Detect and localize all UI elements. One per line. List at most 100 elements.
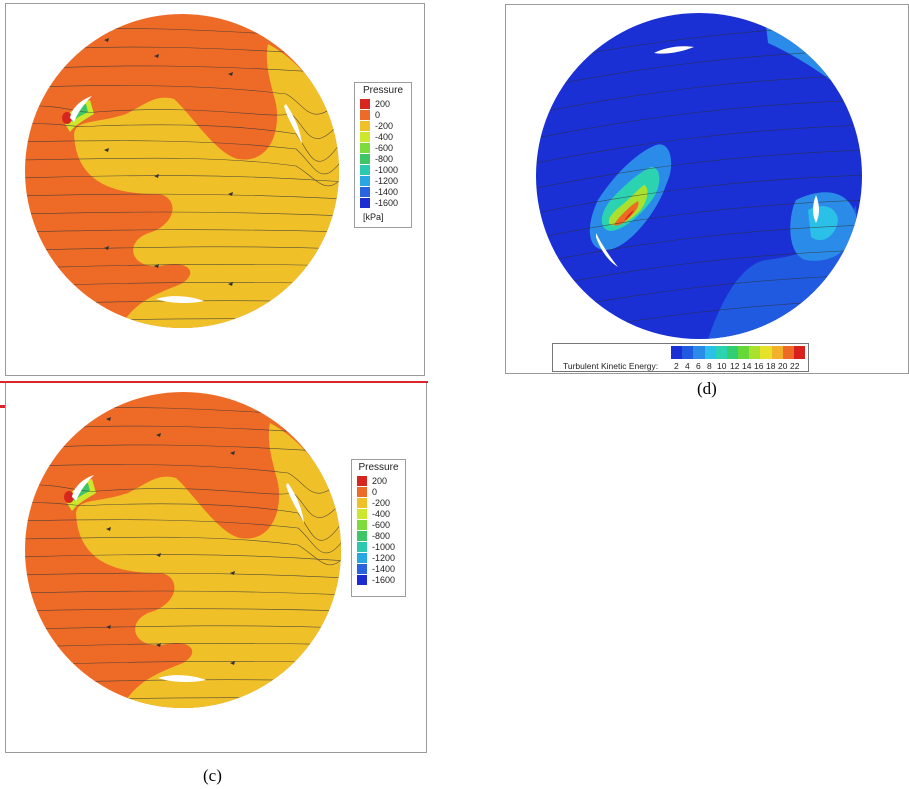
tke-tick: 10 (717, 361, 727, 371)
legend-row: 0 (357, 487, 437, 497)
legend-swatch (360, 165, 370, 175)
pressure-panel-c: Pressure 200 0 -200 -400 -600 -800 -1000… (5, 383, 427, 753)
legend-title: Pressure (362, 85, 403, 96)
legend-swatch (357, 509, 367, 519)
legend-swatch (357, 542, 367, 552)
tke-tick: 8 (707, 361, 712, 371)
legend-title: Pressure (358, 462, 399, 473)
legend-label: -600 (372, 520, 391, 530)
legend-label: 200 (372, 476, 388, 486)
legend-label: -400 (375, 132, 394, 142)
legend-swatch (357, 487, 367, 497)
legend-row: -800 (360, 154, 440, 164)
separator-line-long (0, 381, 428, 383)
legend-label: -1600 (372, 575, 396, 585)
legend-row: 200 (360, 99, 440, 109)
pressure-legend-top: Pressure 200 0 -200 -400 -600 -800 -1000… (354, 82, 412, 228)
legend-label: -1000 (372, 542, 396, 552)
legend-swatch (357, 575, 367, 585)
legend-row: -400 (357, 509, 437, 519)
legend-label: -800 (372, 531, 391, 541)
legend-row: -1000 (357, 542, 437, 552)
tke-colorbar-cell (738, 346, 750, 359)
tke-panel: Turbulent Kinetic Energy: 2 4 6 8 10 12 … (505, 4, 909, 374)
tke-colorbar-cell (782, 346, 794, 359)
legend-swatch (357, 553, 367, 563)
pressure-panel-top: Pressure 200 0 -200 -400 -600 -800 -1000… (5, 3, 425, 376)
tke-legend-label: Turbulent Kinetic Energy: (563, 361, 659, 371)
tke-tick: 2 (674, 361, 679, 371)
legend-label: -1600 (375, 198, 399, 208)
legend-label: -800 (375, 154, 394, 164)
legend-swatch (357, 476, 367, 486)
legend-swatch (360, 110, 370, 120)
tke-colorbar (671, 346, 806, 359)
legend-row: -1400 (360, 187, 440, 197)
tke-contour-plot (536, 13, 862, 339)
tke-tick: 14 (742, 361, 752, 371)
tke-tick: 16 (754, 361, 764, 371)
legend-swatch (357, 564, 367, 574)
tke-tick: 4 (685, 361, 690, 371)
legend-label: -1000 (375, 165, 399, 175)
legend-swatch (360, 198, 370, 208)
tke-colorbar-cell (760, 346, 772, 359)
tke-colorbar-cell (704, 346, 716, 359)
legend-row: -1400 (357, 564, 437, 574)
legend-row: -1200 (360, 176, 440, 186)
caption-d: (d) (697, 379, 717, 398)
legend-swatch (360, 143, 370, 153)
legend-swatch (360, 176, 370, 186)
caption-c: (c) (203, 766, 222, 785)
legend-swatch (360, 154, 370, 164)
tke-tick: 12 (730, 361, 740, 371)
tke-colorbar-cell (726, 346, 739, 359)
legend-label: -1400 (372, 564, 396, 574)
legend-label: -1400 (375, 187, 399, 197)
legend-swatch (360, 187, 370, 197)
legend-unit: [kPa] (363, 212, 384, 222)
legend-row: -1200 (357, 553, 437, 563)
tke-tick: 22 (790, 361, 800, 371)
legend-label: 0 (375, 110, 381, 120)
tke-legend: Turbulent Kinetic Energy: 2 4 6 8 10 12 … (552, 343, 809, 372)
legend-row: -200 (360, 121, 440, 131)
legend-row: -600 (360, 143, 440, 153)
legend-label: -1200 (375, 176, 399, 186)
legend-swatch (360, 121, 370, 131)
legend-row: -1600 (357, 575, 437, 585)
pressure-contour-plot-c (25, 392, 341, 708)
tke-tick: 18 (766, 361, 776, 371)
legend-swatch (357, 531, 367, 541)
tke-colorbar-cell (715, 346, 727, 359)
legend-row: 0 (360, 110, 440, 120)
tke-colorbar-cell (682, 346, 694, 359)
legend-label: 0 (372, 487, 378, 497)
tke-colorbar-cell (693, 346, 705, 359)
legend-row: 200 (357, 476, 437, 486)
legend-row: -200 (357, 498, 437, 508)
legend-label: -200 (372, 498, 391, 508)
legend-row: -400 (360, 132, 440, 142)
tke-colorbar-cell (793, 346, 806, 359)
legend-swatch (360, 99, 370, 109)
tke-colorbar-cell (749, 346, 761, 359)
legend-row: -800 (357, 531, 437, 541)
tke-tick: 20 (778, 361, 788, 371)
legend-row: -1600 (360, 198, 440, 208)
tke-colorbar-cell (671, 346, 683, 359)
legend-label: -200 (375, 121, 394, 131)
legend-label: -600 (375, 143, 394, 153)
tke-tick: 6 (696, 361, 701, 371)
legend-swatch (357, 498, 367, 508)
legend-label: 200 (375, 99, 391, 109)
legend-row: -600 (357, 520, 437, 530)
legend-swatch (357, 520, 367, 530)
legend-label: -1200 (372, 553, 396, 563)
pressure-legend-c: Pressure 200 0 -200 -400 -600 -800 -1000… (351, 459, 406, 597)
legend-label: -400 (372, 509, 391, 519)
pressure-contour-plot-top (25, 14, 339, 328)
tke-colorbar-cell (771, 346, 783, 359)
legend-row: -1000 (360, 165, 440, 175)
legend-swatch (360, 132, 370, 142)
